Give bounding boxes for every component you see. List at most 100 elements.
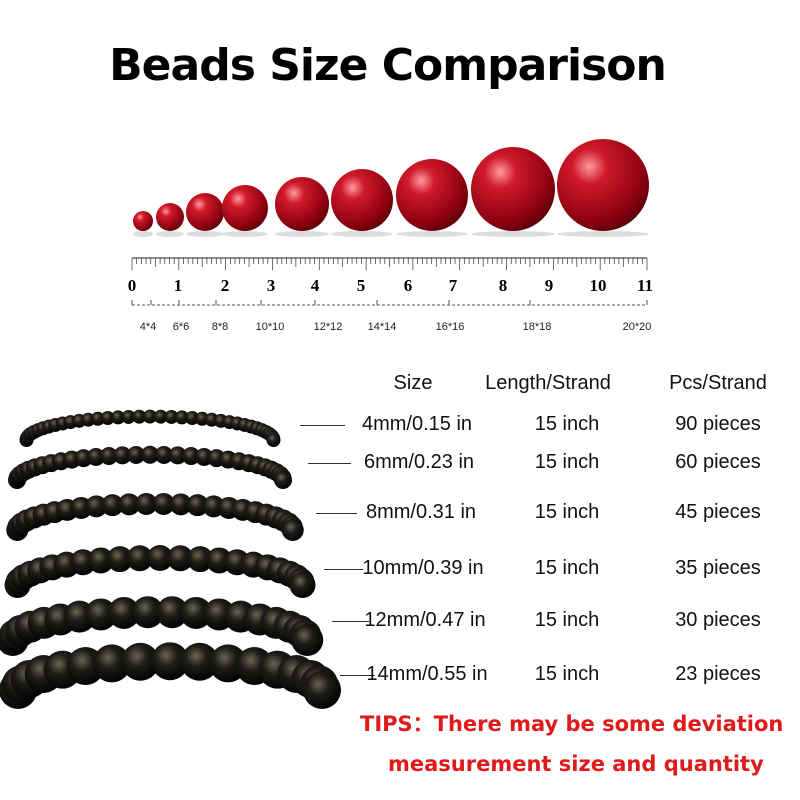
obsidian-bead <box>167 545 194 572</box>
ruler-number: 6 <box>403 276 413 295</box>
red-bead <box>275 177 329 231</box>
row-length: 15 inch <box>534 451 600 473</box>
ruler-size-label: 12*12 <box>313 321 343 333</box>
obsidian-bead <box>266 433 281 447</box>
row-length: 15 inch <box>534 501 600 523</box>
row-size: 8mm/0.31 in <box>365 501 477 523</box>
ruler-number: 9 <box>544 276 554 295</box>
obsidian-bead <box>182 447 201 466</box>
obsidian-bead <box>169 493 192 516</box>
obsidian-bead <box>99 447 118 466</box>
ruler-number: 3 <box>266 276 276 295</box>
obsidian-bead <box>168 446 187 465</box>
obsidian-bead <box>141 445 159 464</box>
obsidian-bead <box>289 572 316 598</box>
obsidian-bead <box>118 493 141 516</box>
ruler-size-label: 4*4 <box>139 321 157 333</box>
obsidian-bead <box>143 409 157 424</box>
ruler-number: 8 <box>498 276 508 295</box>
row-length: 15 inch <box>534 557 600 579</box>
red-bead <box>557 139 649 231</box>
red-bead <box>133 211 153 231</box>
obsidian-bead <box>180 642 219 681</box>
ruler-number: 4 <box>310 276 320 295</box>
red-bead <box>396 159 468 231</box>
obsidian-bead <box>106 546 133 573</box>
obsidian-bead <box>151 642 189 681</box>
obsidian-bead <box>135 492 158 515</box>
obsidian-bead <box>87 547 114 574</box>
obsidian-bead <box>291 624 324 656</box>
obsidian-bead <box>156 596 189 629</box>
obsidian-bead <box>121 642 160 681</box>
obsidian-bead <box>85 495 108 518</box>
obsidian-bead <box>174 410 189 425</box>
red-bead <box>156 203 184 231</box>
obsidian-bead <box>86 447 105 466</box>
row-length: 15 inch <box>534 609 600 631</box>
row-pcs: 60 pieces <box>675 451 761 473</box>
ruler-size-label: 10*10 <box>255 321 285 333</box>
row-size: 4mm/0.15 in <box>361 413 473 435</box>
obsidian-bead <box>121 409 136 424</box>
row-size: 12mm/0.47 in <box>364 609 486 631</box>
ruler-number: 1 <box>173 276 183 295</box>
row-size: 6mm/0.23 in <box>363 451 475 473</box>
obsidian-bead <box>113 446 132 465</box>
row-length: 15 inch <box>534 663 600 685</box>
obsidian-bead <box>185 411 200 426</box>
obsidian-bead <box>90 411 105 426</box>
obsidian-bead <box>92 644 131 683</box>
row-length: 15 inch <box>534 413 600 435</box>
ruler-size-label: 8*8 <box>211 321 229 333</box>
obsidian-bead <box>100 411 115 426</box>
red-bead <box>222 185 268 231</box>
obsidian-bead <box>111 410 126 425</box>
header-length: Length/Strand <box>485 372 611 394</box>
row-size: 14mm/0.55 in <box>366 663 488 685</box>
leader-line <box>324 569 363 570</box>
ruler-number: 5 <box>356 276 366 295</box>
obsidian-bead <box>132 409 147 424</box>
ruler-size-label: 20*20 <box>622 321 652 333</box>
ruler <box>131 257 648 306</box>
obsidian-bead <box>186 494 209 517</box>
red-bead <box>186 193 224 231</box>
header-pcs: Pcs/Strand <box>669 372 767 394</box>
row-pcs: 45 pieces <box>675 501 761 523</box>
ruler-size-label: 6*6 <box>172 321 190 333</box>
obsidian-bead <box>147 545 173 571</box>
ruler-number: 0 <box>127 276 137 295</box>
row-pcs: 23 pieces <box>675 663 761 685</box>
ruler-number: 2 <box>220 276 230 295</box>
ruler-number: 10 <box>589 276 607 295</box>
red-bead-row <box>133 139 649 237</box>
leader-line <box>300 425 345 426</box>
row-size: 10mm/0.39 in <box>362 557 484 579</box>
obsidian-bead <box>126 545 153 572</box>
obsidian-bead <box>107 596 140 629</box>
header-size: Size <box>393 372 433 394</box>
obsidian-bead <box>281 519 304 541</box>
leader-line <box>340 675 375 676</box>
row-pcs: 30 pieces <box>675 609 761 631</box>
obsidian-bead <box>274 471 292 489</box>
red-bead <box>471 147 555 231</box>
ruler-size-label: 14*14 <box>367 321 397 333</box>
bracelet-stack <box>0 409 341 709</box>
obsidian-bead <box>164 409 179 424</box>
page-title: Beads Size Comparison <box>109 40 667 91</box>
obsidian-bead <box>187 546 214 573</box>
ruler-size-label: 18*18 <box>522 321 552 333</box>
obsidian-bead <box>127 445 146 464</box>
row-pcs: 35 pieces <box>675 557 761 579</box>
red-bead <box>331 169 393 231</box>
leader-line <box>332 621 369 622</box>
ruler-number: 11 <box>636 276 654 295</box>
ruler-number: 7 <box>448 276 458 295</box>
obsidian-bead <box>152 492 175 515</box>
obsidian-bead <box>101 494 124 517</box>
leader-line <box>316 513 357 514</box>
leader-line <box>308 463 351 464</box>
